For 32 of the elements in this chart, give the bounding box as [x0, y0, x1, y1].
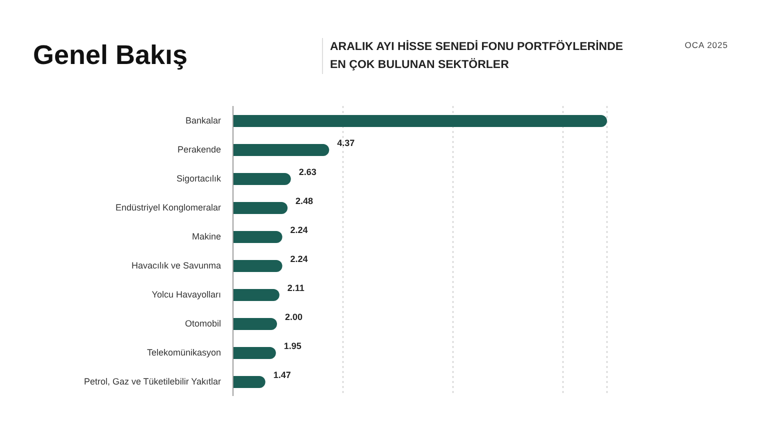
- y-tick-label: Sigortacılık: [176, 174, 222, 184]
- data-label: 2.48: [296, 196, 314, 206]
- data-label: 2.63: [298, 167, 316, 177]
- data-label: 1.95: [284, 341, 302, 351]
- data-label: 1.47: [273, 370, 291, 380]
- bar: [233, 318, 277, 330]
- bar: [233, 115, 607, 127]
- bar: [233, 173, 291, 185]
- bar: [233, 289, 280, 301]
- data-label: 2.00: [285, 312, 303, 322]
- bar: [233, 260, 282, 272]
- data-label: 2.24: [290, 225, 308, 235]
- y-tick-label: Havacılık ve Savunma: [131, 260, 221, 270]
- y-tick-label: Otomobil: [184, 318, 221, 328]
- data-label: 2.24: [290, 254, 308, 264]
- y-tick-label: Yolcu Havayolları: [152, 290, 221, 300]
- chart-subtitle: ARALIK AYI HİSSE SENEDİ FONU PORTFÖYLERİNDE EN ÇOK BULUNAN SEKTÖRLER: [330, 39, 624, 73]
- text: OCA 2025: [684, 40, 728, 50]
- chart-title: Genel Bakış: [33, 40, 188, 71]
- y-tick-label: Makine: [192, 232, 221, 242]
- y-tick-label: Telekomünikasyon: [146, 348, 221, 358]
- data-label: 2.11: [287, 283, 304, 293]
- y-tick-label: Bankalar: [185, 116, 221, 126]
- bar: [233, 376, 266, 388]
- y-tick-label: Perakende: [177, 144, 221, 154]
- bar: [233, 202, 288, 214]
- bar: [233, 347, 276, 359]
- data-label: 4.37: [337, 138, 355, 148]
- y-tick-label: Petrol, Gaz ve Tüketilebilir Yakıtlar: [84, 376, 221, 386]
- y-tick-label: Endüstriyel Konglomeralar: [115, 202, 221, 212]
- bar: [233, 144, 330, 156]
- bar: [233, 231, 282, 243]
